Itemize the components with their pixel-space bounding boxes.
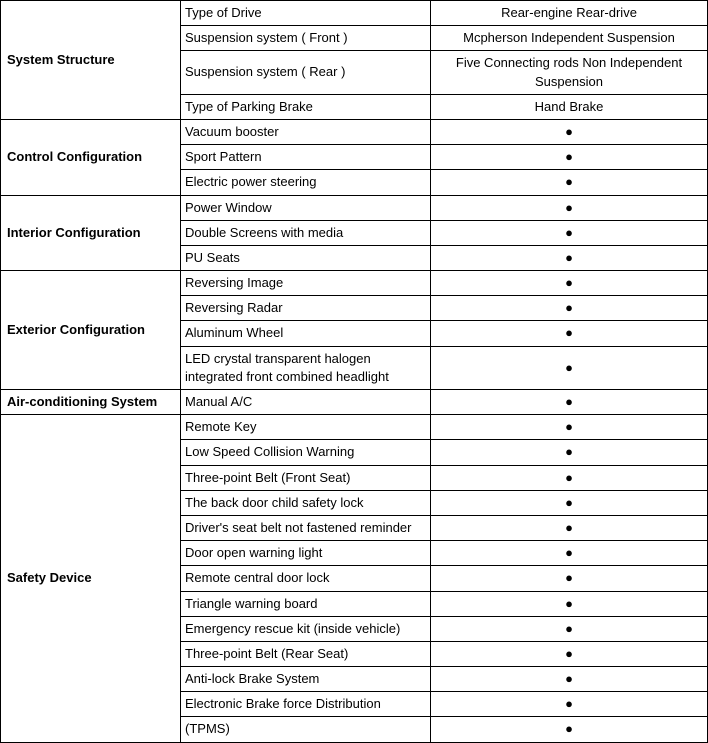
param-cell: Reversing Image — [181, 271, 431, 296]
value-cell: ● — [431, 145, 708, 170]
param-cell: Emergency rescue kit (inside vehicle) — [181, 616, 431, 641]
param-cell: Electric power steering — [181, 170, 431, 195]
param-cell: Suspension system ( Front ) — [181, 26, 431, 51]
param-cell: Triangle warning board — [181, 591, 431, 616]
value-cell: ● — [431, 641, 708, 666]
param-cell: Three-point Belt (Front Seat) — [181, 465, 431, 490]
param-cell: Electronic Brake force Distribution — [181, 692, 431, 717]
value-cell: ● — [431, 346, 708, 389]
param-cell: Remote central door lock — [181, 566, 431, 591]
param-cell: Anti-lock Brake System — [181, 667, 431, 692]
value-cell: ● — [431, 667, 708, 692]
param-cell: The back door child safety lock — [181, 490, 431, 515]
value-cell: ● — [431, 591, 708, 616]
value-cell: ● — [431, 465, 708, 490]
value-cell: ● — [431, 490, 708, 515]
category-cell: Safety Device — [1, 415, 181, 742]
param-cell: Aluminum Wheel — [181, 321, 431, 346]
category-cell: Air-conditioning System — [1, 390, 181, 415]
param-cell: (TPMS) — [181, 717, 431, 742]
value-cell: ● — [431, 692, 708, 717]
param-cell: LED crystal transparent halogen integrat… — [181, 346, 431, 389]
param-cell: Sport Pattern — [181, 145, 431, 170]
value-cell: ● — [431, 415, 708, 440]
param-cell: Power Window — [181, 195, 431, 220]
param-cell: Type of Parking Brake — [181, 94, 431, 119]
value-cell: Mcpherson Independent Suspension — [431, 26, 708, 51]
value-cell: ● — [431, 220, 708, 245]
param-cell: Door open warning light — [181, 541, 431, 566]
value-cell: ● — [431, 515, 708, 540]
param-cell: Suspension system ( Rear ) — [181, 51, 431, 94]
spec-table-body: System StructureType of DriveRear-engine… — [1, 1, 708, 743]
value-cell: ● — [431, 616, 708, 641]
table-row: Exterior ConfigurationReversing Image● — [1, 271, 708, 296]
value-cell: ● — [431, 566, 708, 591]
table-row: Interior ConfigurationPower Window● — [1, 195, 708, 220]
param-cell: Low Speed Collision Warning — [181, 440, 431, 465]
param-cell: Reversing Radar — [181, 296, 431, 321]
value-cell: ● — [431, 541, 708, 566]
value-cell: ● — [431, 390, 708, 415]
value-cell: ● — [431, 170, 708, 195]
value-cell: ● — [431, 245, 708, 270]
param-cell: Double Screens with media — [181, 220, 431, 245]
value-cell: Rear-engine Rear-drive — [431, 1, 708, 26]
param-cell: Three-point Belt (Rear Seat) — [181, 641, 431, 666]
param-cell: Type of Drive — [181, 1, 431, 26]
table-row: Control ConfigurationVacuum booster● — [1, 119, 708, 144]
value-cell: ● — [431, 195, 708, 220]
value-cell: Hand Brake — [431, 94, 708, 119]
value-cell: ● — [431, 717, 708, 742]
value-cell: ● — [431, 271, 708, 296]
category-cell: System Structure — [1, 1, 181, 120]
value-cell: ● — [431, 440, 708, 465]
value-cell: ● — [431, 119, 708, 144]
param-cell: Driver's seat belt not fastened reminder — [181, 515, 431, 540]
param-cell: PU Seats — [181, 245, 431, 270]
spec-table: System StructureType of DriveRear-engine… — [0, 0, 708, 743]
table-row: System StructureType of DriveRear-engine… — [1, 1, 708, 26]
param-cell: Remote Key — [181, 415, 431, 440]
category-cell: Exterior Configuration — [1, 271, 181, 390]
table-row: Safety DeviceRemote Key● — [1, 415, 708, 440]
value-cell: ● — [431, 296, 708, 321]
param-cell: Manual A/C — [181, 390, 431, 415]
category-cell: Control Configuration — [1, 119, 181, 195]
value-cell: ● — [431, 321, 708, 346]
category-cell: Interior Configuration — [1, 195, 181, 271]
table-row: Air-conditioning SystemManual A/C● — [1, 390, 708, 415]
value-cell: Five Connecting rods Non Independent Sus… — [431, 51, 708, 94]
param-cell: Vacuum booster — [181, 119, 431, 144]
